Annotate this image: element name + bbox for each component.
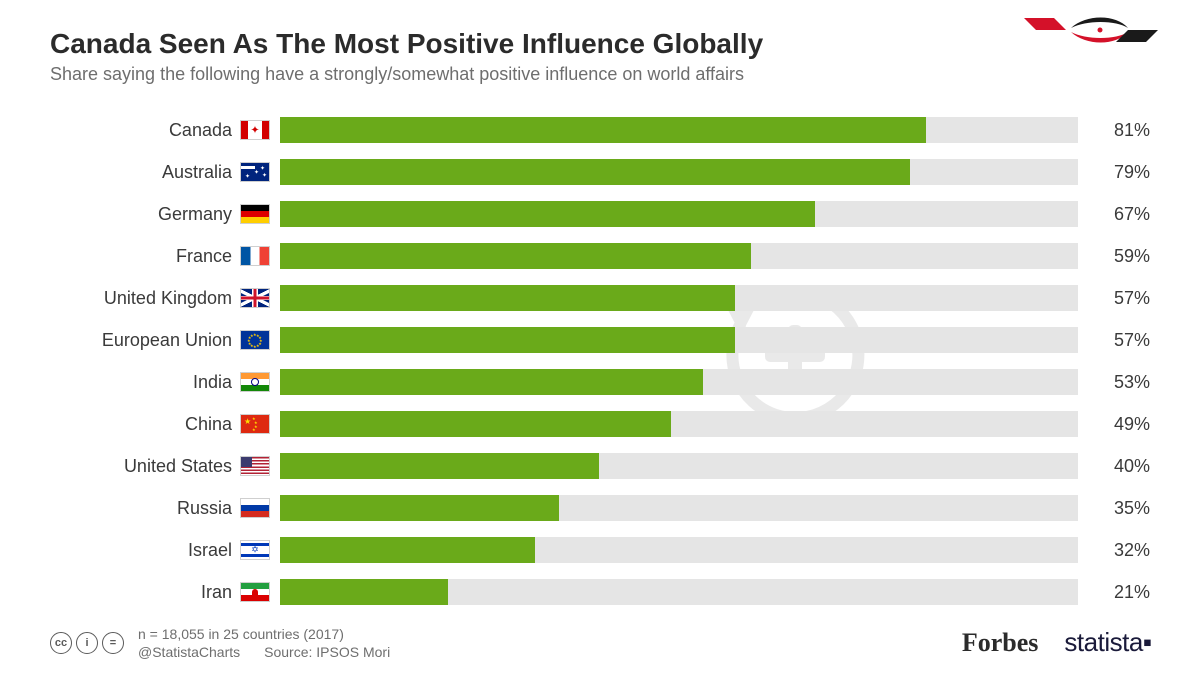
bar-fill bbox=[280, 369, 703, 395]
statista-logo: statista▪ bbox=[1064, 627, 1150, 658]
flag-icon: ★★★★★★★★★★★★ bbox=[240, 330, 270, 350]
bar-label: France bbox=[50, 246, 240, 267]
bar-value: 21% bbox=[1090, 582, 1150, 603]
forbes-logo: Forbes bbox=[962, 628, 1039, 658]
footer-meta: n = 18,055 in 25 countries (2017) @Stati… bbox=[138, 625, 390, 661]
bar-row: Australia ✦✦✦✦ 79% bbox=[50, 153, 1150, 191]
bar-fill bbox=[280, 579, 448, 605]
bar-value: 59% bbox=[1090, 246, 1150, 267]
bar-track bbox=[280, 579, 1078, 605]
bar-row: Iran 21% bbox=[50, 573, 1150, 611]
flag-icon bbox=[240, 246, 270, 266]
bar-track bbox=[280, 327, 1078, 353]
footer-handle: @StatistaCharts bbox=[138, 643, 240, 661]
bar-label: United States bbox=[50, 456, 240, 477]
flag-icon bbox=[240, 456, 270, 476]
flag-icon bbox=[240, 204, 270, 224]
bar-row: France 59% bbox=[50, 237, 1150, 275]
bar-row: Israel ✡ 32% bbox=[50, 531, 1150, 569]
flag-icon: ✦ bbox=[240, 120, 270, 140]
bar-track bbox=[280, 369, 1078, 395]
bar-fill bbox=[280, 117, 926, 143]
bar-fill bbox=[280, 411, 671, 437]
bar-row: Germany 67% bbox=[50, 195, 1150, 233]
bar-value: 79% bbox=[1090, 162, 1150, 183]
bar-fill bbox=[280, 453, 599, 479]
bar-label: Iran bbox=[50, 582, 240, 603]
bar-row: Canada ✦ 81% bbox=[50, 111, 1150, 149]
bar-label: European Union bbox=[50, 330, 240, 351]
by-icon: i bbox=[76, 632, 98, 654]
bar-fill bbox=[280, 159, 910, 185]
bar-row: Russia 35% bbox=[50, 489, 1150, 527]
bar-chart: Canada ✦ 81% Australia ✦✦✦✦ 79% Germany … bbox=[50, 111, 1150, 611]
bar-value: 32% bbox=[1090, 540, 1150, 561]
chart-subtitle: Share saying the following have a strong… bbox=[50, 64, 1150, 85]
bar-fill bbox=[280, 285, 735, 311]
bar-track bbox=[280, 117, 1078, 143]
bar-value: 40% bbox=[1090, 456, 1150, 477]
bar-track bbox=[280, 159, 1078, 185]
flag-icon: ✡ bbox=[240, 540, 270, 560]
bar-value: 57% bbox=[1090, 288, 1150, 309]
bar-value: 35% bbox=[1090, 498, 1150, 519]
footer-source: Source: IPSOS Mori bbox=[264, 643, 390, 661]
bar-track bbox=[280, 411, 1078, 437]
bar-value: 53% bbox=[1090, 372, 1150, 393]
bar-label: Canada bbox=[50, 120, 240, 141]
bar-label: Russia bbox=[50, 498, 240, 519]
bar-label: Australia bbox=[50, 162, 240, 183]
bar-value: 57% bbox=[1090, 330, 1150, 351]
bar-track bbox=[280, 453, 1078, 479]
flag-icon bbox=[240, 288, 270, 308]
bar-row: China ★★★★★ 49% bbox=[50, 405, 1150, 443]
bar-value: 49% bbox=[1090, 414, 1150, 435]
bar-label: India bbox=[50, 372, 240, 393]
bar-row: United States 40% bbox=[50, 447, 1150, 485]
bar-track bbox=[280, 537, 1078, 563]
bar-label: United Kingdom bbox=[50, 288, 240, 309]
bar-label: Israel bbox=[50, 540, 240, 561]
cc-license-icons: cc i = bbox=[50, 632, 124, 654]
bar-track bbox=[280, 285, 1078, 311]
bar-row: United Kingdom 57% bbox=[50, 279, 1150, 317]
footer: cc i = n = 18,055 in 25 countries (2017)… bbox=[50, 625, 1150, 661]
flag-icon: ★★★★★ bbox=[240, 414, 270, 434]
bar-fill bbox=[280, 243, 751, 269]
bar-label: China bbox=[50, 414, 240, 435]
bar-track bbox=[280, 201, 1078, 227]
bar-fill bbox=[280, 495, 559, 521]
bar-value: 67% bbox=[1090, 204, 1150, 225]
bar-row: European Union ★★★★★★★★★★★★ 57% bbox=[50, 321, 1150, 359]
flag-icon bbox=[240, 498, 270, 518]
flag-icon bbox=[240, 372, 270, 392]
cc-icon: cc bbox=[50, 632, 72, 654]
bar-fill bbox=[280, 327, 735, 353]
bar-label: Germany bbox=[50, 204, 240, 225]
chart-title: Canada Seen As The Most Positive Influen… bbox=[50, 28, 1150, 60]
flag-icon: ✦✦✦✦ bbox=[240, 162, 270, 182]
bar-row: India 53% bbox=[50, 363, 1150, 401]
bar-track bbox=[280, 495, 1078, 521]
bar-value: 81% bbox=[1090, 120, 1150, 141]
chart-container: Canada Seen As The Most Positive Influen… bbox=[0, 0, 1200, 635]
bar-track bbox=[280, 243, 1078, 269]
footer-sample: n = 18,055 in 25 countries (2017) bbox=[138, 625, 390, 643]
corner-logo bbox=[1016, 10, 1166, 60]
bar-fill bbox=[280, 537, 535, 563]
flag-icon bbox=[240, 582, 270, 602]
nd-icon: = bbox=[102, 632, 124, 654]
bar-fill bbox=[280, 201, 815, 227]
